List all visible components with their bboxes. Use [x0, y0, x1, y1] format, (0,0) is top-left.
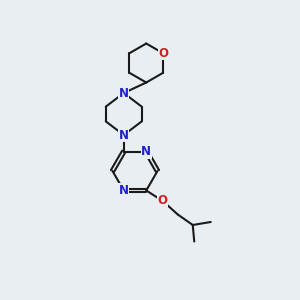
Text: N: N — [141, 145, 151, 158]
Text: N: N — [119, 86, 129, 100]
Text: N: N — [119, 184, 129, 197]
Text: O: O — [158, 194, 168, 208]
Text: N: N — [119, 128, 129, 142]
Text: O: O — [158, 47, 168, 60]
